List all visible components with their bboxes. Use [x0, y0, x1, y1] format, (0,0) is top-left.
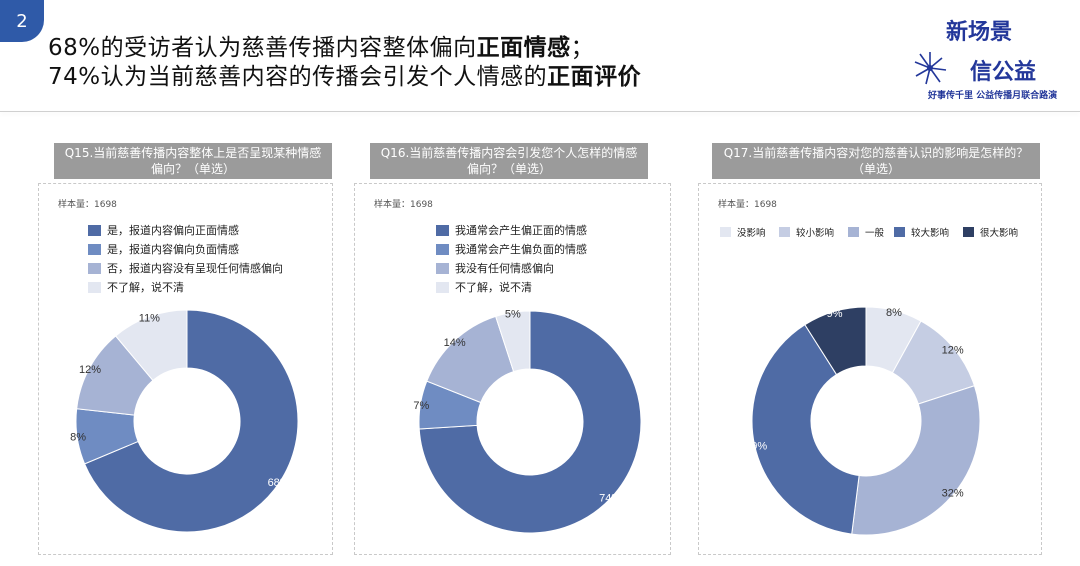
- legend-item: 否，报道内容没有呈现任何情感偏向: [88, 260, 283, 276]
- slide-number-badge: 2: [0, 0, 44, 42]
- legend-swatch: [88, 262, 101, 274]
- legend-swatch: [88, 243, 101, 255]
- chart-2-title: Q16.当前慈善传播内容会引发您个人怎样的情感偏向？（单选）: [370, 143, 648, 179]
- legend-swatch: [848, 227, 859, 237]
- headline-line-2-text: 74%认为当前慈善内容的传播会引发个人情感的: [48, 64, 548, 90]
- legend-item: 较小影响: [779, 225, 834, 239]
- chart-3-sample-size: 样本量：1698: [718, 200, 777, 210]
- legend-item: 是，报道内容偏向负面情感: [88, 241, 239, 257]
- legend-label: 我通常会产生偏正面的情感: [455, 224, 587, 237]
- legend-label: 不了解，说不清: [107, 281, 184, 294]
- chart-2-panel: [354, 183, 671, 555]
- firework-icon: [914, 52, 947, 85]
- legend-item: 是，报道内容偏向正面情感: [88, 222, 239, 238]
- headline-line-1: 68%的受访者认为慈善传播内容整体偏向正面情感；: [48, 34, 641, 63]
- chart-1-title: Q15.当前慈善传播内容整体上是否呈现某种情感偏向？（单选）: [54, 143, 332, 179]
- chart-1-sample-size: 样本量：1698: [58, 200, 117, 210]
- headline-line-1-text: 68%的受访者认为慈善传播内容整体偏向: [48, 35, 477, 61]
- legend-item: 很大影响: [963, 225, 1018, 239]
- headline-line-1-suffix: ；: [570, 35, 595, 61]
- header-divider: [0, 111, 1080, 112]
- legend-item: 不了解，说不清: [88, 279, 184, 295]
- legend-swatch: [436, 281, 449, 293]
- legend-item: 没影响: [720, 225, 766, 239]
- headline-line-2-bold: 正面评价: [547, 64, 642, 90]
- legend-swatch: [436, 262, 449, 274]
- brand-logo: 新场景 信公益 好事传千里 公益传播月联合路演: [906, 6, 1076, 106]
- logo-text-2: 信公益: [970, 59, 1037, 85]
- legend-swatch: [88, 281, 101, 293]
- legend-item: 一般: [848, 225, 884, 239]
- chart-2-sample-size: 样本量：1698: [374, 200, 433, 210]
- legend-item: 我通常会产生偏正面的情感: [436, 222, 587, 238]
- slide-number: 2: [16, 10, 28, 32]
- chart-3-title: Q17.当前慈善传播内容对您的慈善认识的影响是怎样的？（单选）: [712, 143, 1040, 179]
- logo-text-1: 新场景: [946, 19, 1013, 45]
- legend-label: 我通常会产生偏负面的情感: [455, 243, 587, 256]
- legend-label: 不了解，说不清: [455, 281, 532, 294]
- legend-item: 我没有任何情感偏向: [436, 260, 554, 276]
- chart-3-panel: [698, 183, 1042, 555]
- legend-label: 很大影响: [980, 228, 1019, 239]
- legend-label: 是，报道内容偏向正面情感: [107, 224, 239, 237]
- legend-label: 否，报道内容没有呈现任何情感偏向: [107, 262, 283, 275]
- headline-line-1-bold: 正面情感: [476, 35, 571, 61]
- legend-label: 没影响: [737, 228, 766, 239]
- legend-swatch: [894, 227, 905, 237]
- logo-text-3: 好事传千里 公益传播月联合路演: [928, 91, 1058, 101]
- legend-label: 一般: [865, 228, 885, 239]
- legend-swatch: [436, 243, 449, 255]
- legend-label: 较大影响: [911, 228, 950, 239]
- legend-swatch: [88, 224, 101, 236]
- legend-swatch: [436, 224, 449, 236]
- legend-item: 不了解，说不清: [436, 279, 532, 295]
- legend-item: 我通常会产生偏负面的情感: [436, 241, 587, 257]
- legend-swatch: [779, 227, 790, 237]
- legend-swatch: [963, 227, 974, 237]
- headline-line-2: 74%认为当前慈善内容的传播会引发个人情感的正面评价: [48, 63, 641, 92]
- headline: 68%的受访者认为慈善传播内容整体偏向正面情感； 74%认为当前慈善内容的传播会…: [48, 34, 641, 92]
- legend-item: 较大影响: [894, 225, 949, 239]
- chart-1-panel: [38, 183, 333, 555]
- legend-label: 是，报道内容偏向负面情感: [107, 243, 239, 256]
- legend-label: 较小影响: [796, 228, 835, 239]
- legend-swatch: [720, 227, 731, 237]
- legend-label: 我没有任何情感偏向: [455, 262, 554, 275]
